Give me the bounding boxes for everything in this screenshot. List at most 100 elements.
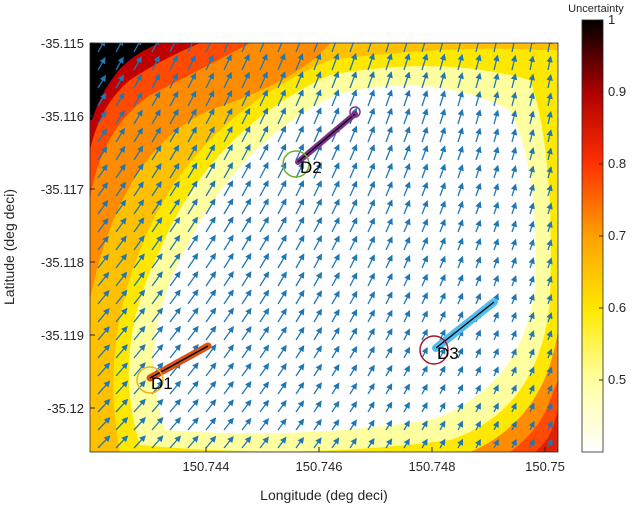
vector-arrow [205, 325, 217, 341]
vector-arrow [421, 218, 429, 233]
vector-arrow [259, 344, 270, 359]
vector-arrow [331, 345, 340, 359]
vector-arrow [97, 199, 109, 215]
x-tick-label: 150.75 [525, 459, 565, 474]
vector-arrow [457, 219, 464, 233]
vector-arrow [385, 53, 393, 71]
vector-arrow [133, 435, 146, 449]
vector-arrow [421, 383, 428, 395]
vector-arrow [133, 362, 146, 377]
vector-arrow [475, 90, 482, 107]
vector-arrow [457, 200, 464, 215]
vector-arrow [223, 362, 234, 377]
vector-arrow [277, 43, 283, 53]
x-tick-label: 150.746 [296, 459, 343, 474]
x-tick-label: 150.744 [183, 459, 230, 474]
vector-arrow [259, 436, 269, 449]
vector-arrow [475, 402, 481, 413]
vector-arrow [439, 200, 446, 215]
vector-arrow [349, 382, 357, 395]
vector-arrow [187, 307, 199, 323]
vector-arrow [133, 289, 146, 305]
vector-arrow [223, 234, 234, 251]
vector-arrow [421, 43, 426, 53]
vector-arrow [313, 400, 322, 413]
vector-arrow [169, 252, 181, 269]
vector-arrow [331, 217, 340, 233]
vector-arrow [241, 399, 252, 413]
colorbar-tick-label: 0.7 [608, 228, 626, 243]
vector-arrow [115, 56, 124, 71]
vector-arrow [457, 72, 464, 89]
vector-arrow [133, 307, 146, 323]
vector-arrow [169, 435, 182, 449]
vector-arrow [295, 234, 305, 251]
vector-arrow [385, 383, 393, 395]
vector-arrow [421, 89, 429, 107]
vector-arrow [439, 420, 446, 431]
vector-arrow [187, 271, 199, 287]
vector-arrow [97, 164, 108, 179]
vector-arrow [313, 437, 322, 449]
vector-arrow [241, 417, 252, 431]
vector-arrow [331, 437, 340, 449]
vector-arrow [295, 161, 304, 179]
vector-arrow [457, 438, 464, 449]
vector-arrow [277, 125, 286, 143]
vector-arrow [403, 144, 411, 161]
vector-arrow [510, 165, 518, 179]
vector-arrow [133, 199, 145, 215]
vector-arrow [349, 253, 358, 269]
vector-arrow [205, 417, 217, 431]
vector-arrow [367, 254, 375, 269]
vector-arrow [151, 398, 164, 413]
vector-arrow [528, 165, 535, 179]
vector-arrow [439, 163, 447, 179]
vector-arrow [385, 328, 393, 341]
vector-arrow [510, 201, 518, 215]
vector-arrow [277, 344, 287, 359]
vector-arrow [313, 52, 322, 71]
vector-arrow [331, 400, 340, 413]
vector-arrow [546, 74, 553, 89]
vector-arrow [457, 402, 464, 413]
vector-arrow [169, 289, 181, 305]
vector-arrow [510, 420, 517, 431]
vector-arrow [528, 311, 535, 323]
vector-arrow [133, 145, 144, 161]
vector-arrow [367, 327, 375, 341]
vector-arrow [97, 344, 111, 359]
vector-arrow [259, 234, 269, 251]
vector-arrow [187, 180, 198, 197]
vector-arrow [295, 107, 304, 125]
vector-arrow [457, 311, 464, 323]
axes-box [89, 42, 559, 453]
vector-arrow [313, 253, 322, 269]
vector-arrow [223, 54, 232, 71]
vector-arrow [528, 220, 535, 233]
vector-arrow [385, 401, 393, 413]
vector-arrow [133, 91, 143, 107]
vector-arrow [313, 308, 322, 323]
vector-arrow [205, 362, 217, 377]
vector-arrow [169, 180, 180, 197]
vector-arrow [439, 383, 446, 395]
vector-arrow [457, 145, 464, 161]
vector-arrow [421, 181, 429, 197]
vector-arrow [403, 162, 411, 179]
vector-arrow [439, 292, 446, 305]
vector-arrow [205, 54, 214, 71]
vector-arrow [169, 234, 181, 251]
vector-arrow [295, 400, 305, 413]
vector-arrow [367, 125, 376, 143]
vector-arrow [546, 55, 553, 71]
vector-arrow [385, 254, 393, 269]
vector-arrow [187, 43, 196, 53]
vector-arrow [151, 55, 160, 71]
colorbar-tick-label: 0.8 [608, 156, 626, 171]
vector-arrow [349, 162, 358, 179]
vector-arrow [295, 381, 305, 395]
vector-arrow [385, 107, 393, 125]
vector-arrow [115, 416, 129, 431]
vector-arrow [475, 237, 482, 251]
